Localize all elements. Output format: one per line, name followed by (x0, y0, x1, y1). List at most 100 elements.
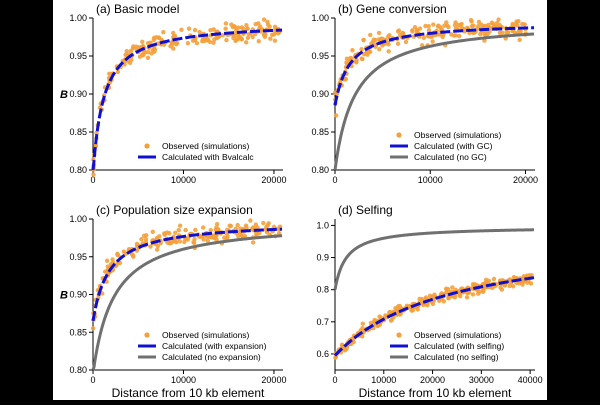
observed-point (450, 285, 455, 290)
observed-point (426, 28, 432, 33)
observed-point (131, 254, 136, 259)
observed-point (131, 44, 136, 49)
y-axis-label: B (60, 89, 68, 101)
observed-point (200, 225, 206, 230)
observed-point (238, 34, 243, 40)
observed-point (177, 239, 183, 244)
observed-point (216, 227, 221, 232)
observed-point (244, 225, 249, 230)
observed-point (212, 37, 217, 42)
observed-point (435, 24, 441, 29)
observed-point (397, 303, 403, 309)
x-tick-label: 10000 (171, 375, 196, 385)
observed-point (246, 31, 252, 37)
y-tick-label: 1.00 (69, 214, 87, 224)
observed-point (506, 30, 511, 35)
x-tick-label: 30000 (469, 375, 494, 385)
observed-point (481, 288, 486, 293)
panel-4: 0.6 0.7 0.8 0.9 1.0 0 10000 20000 30000 40000 (d) … (316, 203, 542, 400)
y-tick-label: 0.95 (69, 51, 87, 61)
figure: 0.80 0.85 0.90 0.95 1.00 0 10000 20000 (a) Basic… (53, 0, 547, 400)
observed-point (426, 23, 431, 29)
observed-point (176, 227, 181, 233)
legend-label: Observed (simulations) (162, 141, 250, 151)
legend: Observed (simulations)Calculated (with G… (390, 130, 502, 162)
observed-point (383, 313, 388, 318)
legend-label: Observed (simulations) (162, 330, 250, 340)
calculated-line-alt (333, 228, 535, 290)
observed-point (377, 314, 382, 319)
observed-point (343, 76, 348, 82)
observed-point (272, 38, 278, 43)
legend-marker (396, 332, 402, 338)
observed-point (171, 30, 176, 36)
observed-point (124, 49, 129, 54)
observed-point (387, 32, 392, 38)
y-tick-label: 0.90 (69, 89, 87, 99)
observed-point (205, 238, 210, 243)
observed-point (244, 40, 249, 45)
observed-point (269, 32, 275, 37)
observed-point (179, 27, 184, 32)
observed-point (510, 284, 516, 289)
observed-point (245, 26, 250, 31)
panel-title: (c) Population size expansion (96, 203, 253, 217)
observed-point (444, 20, 449, 25)
observed-point (214, 221, 220, 227)
x-tick-label: 0 (332, 175, 337, 185)
observed-point (272, 24, 278, 29)
observed-point (389, 317, 394, 323)
observed-point (417, 296, 422, 302)
observed-point (115, 69, 121, 75)
x-tick-label: 20000 (261, 375, 286, 385)
observed-point (442, 23, 447, 28)
observed-point (148, 244, 153, 249)
observed-point (469, 24, 475, 29)
observed-point (376, 30, 382, 36)
observed-point (462, 29, 467, 34)
observed-point (145, 49, 151, 55)
observed-point (458, 23, 463, 28)
observed-point (361, 52, 367, 57)
panel-2: 0.80 0.85 0.90 0.95 1.00 0 10000 20000 (b) Gene … (311, 2, 538, 185)
x-tick-label: 20000 (261, 175, 286, 185)
observed-point (403, 39, 409, 45)
observed-point (265, 19, 270, 25)
y-tick-label: 0.85 (69, 327, 87, 337)
y-tick-label: 0.90 (311, 89, 329, 99)
y-tick-label: 0.6 (316, 349, 329, 359)
observed-point (386, 49, 391, 54)
legend-label: Calculated (no selfing) (414, 352, 499, 362)
observed-point (244, 22, 249, 28)
observed-point (143, 233, 149, 238)
y-tick-label: 0.80 (311, 165, 329, 175)
observed-point (233, 25, 238, 30)
panel-title: (d) Selfing (338, 203, 393, 217)
observed-point (333, 113, 339, 118)
observed-point (156, 35, 162, 41)
x-tick-label: 40000 (518, 375, 543, 385)
observed-point (365, 52, 370, 57)
y-tick-label: 0.80 (69, 165, 87, 175)
legend-label: Calculated with Bvalcalc (162, 152, 254, 162)
observed-point (223, 21, 229, 26)
calculated-line-alt (91, 234, 283, 371)
y-tick-label: 0.90 (69, 290, 87, 300)
observed-point (190, 38, 196, 43)
observed-point (430, 39, 435, 44)
y-tick-label: 1.00 (311, 13, 329, 23)
observed-point (208, 227, 213, 233)
legend-label: Observed (simulations) (414, 130, 502, 140)
x-tick-label: 10000 (171, 175, 196, 185)
observed-point (491, 276, 497, 282)
legend: Observed (simulations)Calculated (with s… (390, 330, 504, 362)
observed-point (496, 17, 501, 22)
observed-point (359, 46, 364, 52)
observed-point (449, 32, 454, 37)
y-tick-label: 0.95 (311, 51, 329, 61)
observed-point (192, 236, 197, 242)
legend: Observed (simulations)Calculated with Bv… (138, 141, 254, 162)
x-tick-label: 0 (332, 375, 337, 385)
x-axis-label: Distance from 10 kb element (112, 386, 265, 400)
observed-point (149, 51, 154, 56)
